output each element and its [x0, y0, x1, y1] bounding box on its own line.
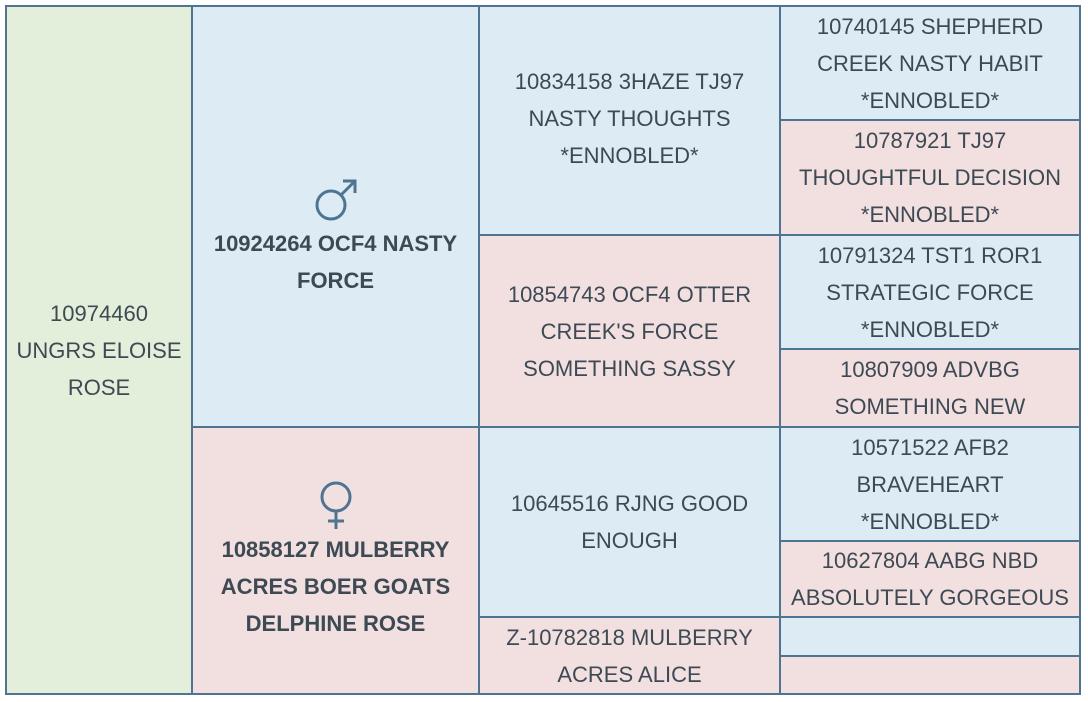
grandparent-name: 10854743 OCF4 OTTER CREEK'S FORCE SOMETH… — [507, 281, 752, 381]
grandparent-name: 10645516 RJNG GOOD ENOUGH — [510, 491, 749, 553]
empty-cell — [779, 616, 1081, 657]
great-grandparent-cell: 10807909 ADVBG SOMETHING NEW — [779, 348, 1081, 428]
grandparent-cell: 10854743 OCF4 OTTER CREEK'S FORCE SOMETH… — [478, 234, 781, 428]
sire-cell: 10924264 OCF4 NASTY FORCE — [191, 5, 480, 428]
dam-name: 10858127 MULBERRY ACRES BOER GOATS DELPH… — [220, 537, 451, 636]
subject-name: 10974460 UNGRS ELOISE ROSE — [16, 300, 182, 400]
dam-cell: 10858127 MULBERRY ACRES BOER GOATS DELPH… — [191, 426, 480, 695]
subject-cell: 10974460 UNGRS ELOISE ROSE — [5, 5, 193, 695]
sire-name: 10924264 OCF4 NASTY FORCE — [213, 230, 458, 293]
female-symbol — [320, 481, 351, 529]
great-grandparent-name: 10571522 AFB2 BRAVEHEART *ENNOBLED* — [851, 434, 1009, 534]
great-grandparent-name: 10807909 ADVBG SOMETHING NEW — [834, 357, 1026, 419]
great-grandparent-name: 10787921 TJ97 THOUGHTFUL DECISION *ENNOB… — [799, 128, 1061, 227]
male-symbol — [315, 179, 356, 220]
empty-cell — [779, 655, 1081, 695]
great-grandparent-name: 10740145 SHEPHERD CREEK NASTY HABIT *ENN… — [816, 13, 1044, 113]
great-grandparent-cell: 10740145 SHEPHERD CREEK NASTY HABIT *ENN… — [779, 5, 1081, 121]
grandparent-cell: Z-10782818 MULBERRY ACRES ALICE — [478, 616, 781, 695]
great-grandparent-cell: 10787921 TJ97 THOUGHTFUL DECISION *ENNOB… — [779, 119, 1081, 236]
great-grandparent-cell: 10791324 TST1 ROR1 STRATEGIC FORCE *ENNO… — [779, 234, 1081, 350]
grandparent-name: 10834158 3HAZE TJ97 NASTY THOUGHTS *ENNO… — [514, 69, 745, 168]
grandparent-cell: 10645516 RJNG GOOD ENOUGH — [478, 426, 781, 618]
great-grandparent-cell: 10627804 AABG NBD ABSOLUTELY GORGEOUS — [779, 540, 1081, 618]
great-grandparent-name: 10791324 TST1 ROR1 STRATEGIC FORCE *ENNO… — [817, 242, 1043, 342]
grandparent-name: Z-10782818 MULBERRY ACRES ALICE — [506, 624, 753, 687]
great-grandparent-name: 10627804 AABG NBD ABSOLUTELY GORGEOUS — [791, 548, 1069, 610]
grandparent-cell: 10834158 3HAZE TJ97 NASTY THOUGHTS *ENNO… — [478, 5, 781, 236]
great-grandparent-cell: 10571522 AFB2 BRAVEHEART *ENNOBLED* — [779, 426, 1081, 542]
